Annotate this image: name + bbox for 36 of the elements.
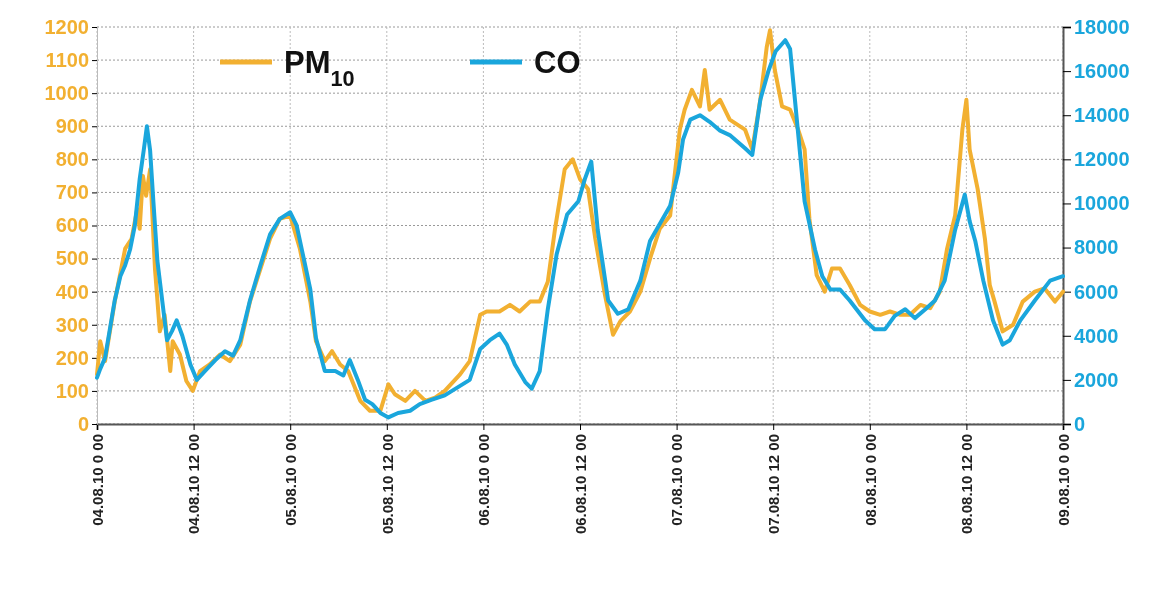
y2-tick-label: 6000 bbox=[1074, 280, 1119, 303]
x-tick-label: 06.08.10 0 00 bbox=[475, 434, 493, 526]
y2-tick-label: 14000 bbox=[1074, 104, 1130, 127]
x-tick-label: 05.08.10 0 00 bbox=[281, 434, 299, 526]
y-tick-label: 100 bbox=[55, 379, 89, 402]
y2-tick-label: 18000 bbox=[1074, 15, 1130, 38]
y2-tick-label: 4000 bbox=[1074, 324, 1119, 347]
legend-label: PM$_{10}$ bbox=[284, 45, 355, 91]
x-tick-label: 08.08.10 12 00 bbox=[958, 434, 976, 535]
x-tick-label: 07.08.10 0 00 bbox=[668, 434, 686, 526]
y2-tick-label: 16000 bbox=[1074, 60, 1130, 83]
x-tick-label: 07.08.10 12 00 bbox=[764, 434, 782, 535]
y-tick-label: 300 bbox=[55, 313, 89, 336]
y-tick-label: 1100 bbox=[45, 48, 89, 71]
x-tick-label: 04.08.10 12 00 bbox=[185, 434, 203, 535]
y-tick-label: 400 bbox=[55, 280, 89, 303]
y2-tick-label: 10000 bbox=[1074, 192, 1130, 215]
y2-tick-label: 12000 bbox=[1074, 148, 1130, 171]
y-tick-label: 500 bbox=[55, 247, 89, 270]
y-tick-label: 1200 bbox=[44, 15, 89, 38]
y2-tick-label: 2000 bbox=[1074, 368, 1119, 391]
x-tick-label: 08.08.10 0 00 bbox=[861, 434, 879, 526]
y-tick-label: 800 bbox=[55, 148, 89, 171]
x-tick-label: 06.08.10 12 00 bbox=[571, 434, 589, 535]
y2-tick-label: 0 bbox=[1074, 412, 1086, 435]
y-tick-label: 1000 bbox=[44, 82, 89, 105]
x-tick-label: 09.08.10 0 00 bbox=[1054, 434, 1072, 526]
legend-label: CO bbox=[534, 45, 581, 80]
y-tick-label: 700 bbox=[55, 181, 89, 204]
y-tick-label: 0 bbox=[77, 412, 89, 435]
y-tick-label: 900 bbox=[55, 115, 89, 138]
x-tick-label: 05.08.10 12 00 bbox=[378, 434, 396, 535]
y2-tick-label: 8000 bbox=[1074, 236, 1119, 259]
x-tick-label: 04.08.10 0 00 bbox=[88, 434, 106, 526]
y-tick-label: 200 bbox=[55, 346, 89, 369]
y-tick-label: 600 bbox=[55, 214, 89, 237]
